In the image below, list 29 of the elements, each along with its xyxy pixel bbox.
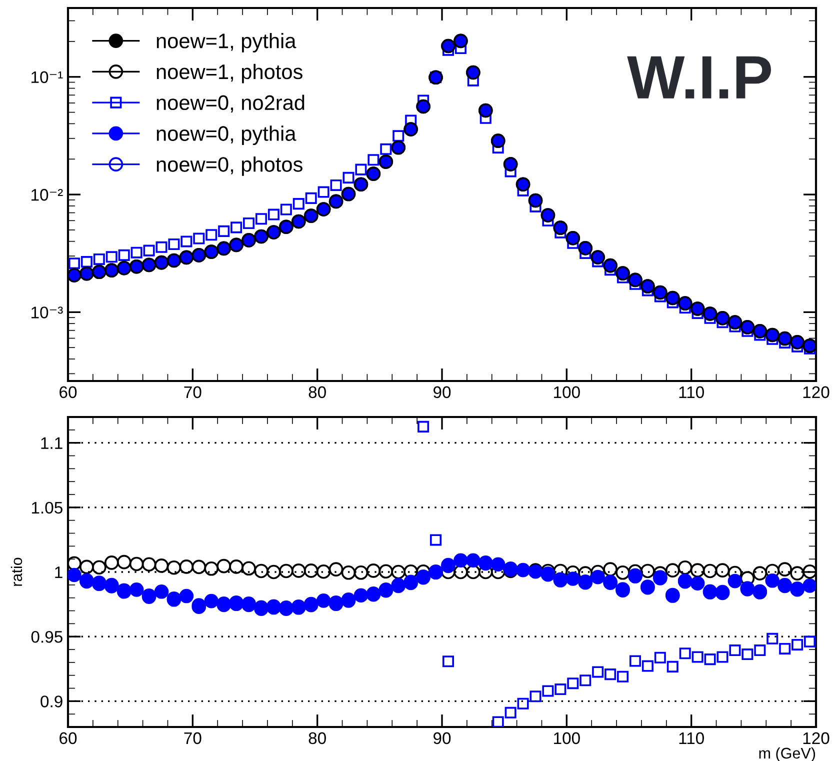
- legend-label: noew=0, no2rad: [156, 94, 304, 113]
- y-tick-label: 1.05: [32, 502, 62, 514]
- y-axis-title: ratio: [10, 558, 22, 586]
- x-tick-label: 120: [803, 386, 830, 398]
- legend-label: noew=1, photos: [156, 64, 302, 84]
- x-tick-label: 110: [679, 732, 704, 744]
- y-tick-label: 0.9: [40, 696, 62, 708]
- y-tick-label: 10⁻²: [32, 188, 63, 201]
- x-tick-label: 120: [803, 732, 830, 744]
- x-tick-label: 90: [434, 732, 451, 744]
- x-tick-label: 100: [554, 386, 580, 398]
- x-tick-label: 70: [184, 386, 202, 398]
- y-tick-label: 1.1: [41, 437, 62, 449]
- x-tick-label: 80: [308, 732, 326, 744]
- y-tick-label: 10⁻¹: [32, 71, 63, 84]
- y-tick-label: 1: [55, 566, 62, 578]
- x-tick-label: 100: [554, 732, 580, 744]
- y-tick-label: 0.95: [31, 630, 62, 643]
- x-tick-label: 80: [308, 386, 326, 398]
- x-tick-label: 90: [434, 386, 451, 398]
- x-tick-label: 60: [60, 386, 77, 398]
- legend-label: noew=0, photos: [156, 156, 302, 176]
- annotation: W.I.P: [627, 56, 771, 98]
- x-tick-label: 70: [184, 732, 202, 744]
- legend-label: noew=1, pythia: [156, 33, 296, 52]
- x-tick-label: 60: [60, 732, 77, 744]
- legend-label: noew=0, pythia: [156, 126, 296, 146]
- x-tick-label: 110: [679, 386, 704, 398]
- y-tick-label: 10⁻³: [32, 306, 63, 318]
